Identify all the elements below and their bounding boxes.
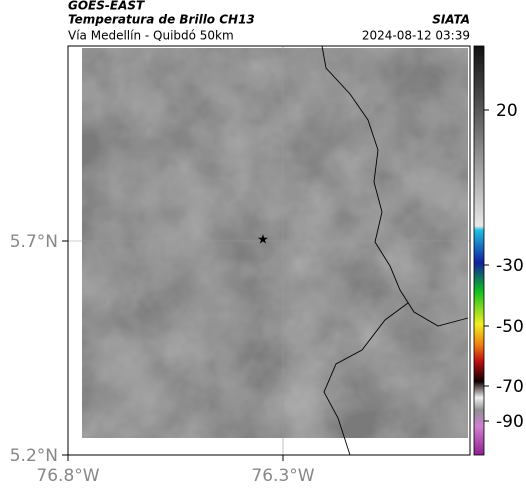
colorbar <box>473 45 485 456</box>
border <box>323 302 409 456</box>
colorbar-tick-label: -30 <box>496 256 524 276</box>
lon-label: 76.3°W <box>251 466 314 486</box>
datetime: 2024-08-12 03:39 <box>362 29 470 43</box>
border <box>321 45 469 327</box>
colorbar-tick-label: -50 <box>496 317 524 337</box>
lat-label: 5.7°N <box>10 232 58 252</box>
colorbar-tick-label: 20 <box>496 101 518 121</box>
source: SIATA <box>432 13 470 27</box>
colorbar-tick-label: -70 <box>496 377 524 397</box>
location: Vía Medellín - Quibdó 50km <box>68 29 234 43</box>
subtitle: Temperatura de Brillo CH13 <box>68 13 255 27</box>
satellite-image <box>82 48 468 438</box>
star-marker: ★ <box>257 233 269 248</box>
colorbar-tick-label: -90 <box>496 412 524 432</box>
colorbar-ticks: 20 -30 -50 -70 -90 <box>484 101 524 432</box>
lon-label: 76.8°W <box>36 466 99 486</box>
map-frame <box>67 45 471 456</box>
title: GOES-EAST <box>68 0 145 13</box>
lat-label: 5.2°N <box>10 446 58 466</box>
